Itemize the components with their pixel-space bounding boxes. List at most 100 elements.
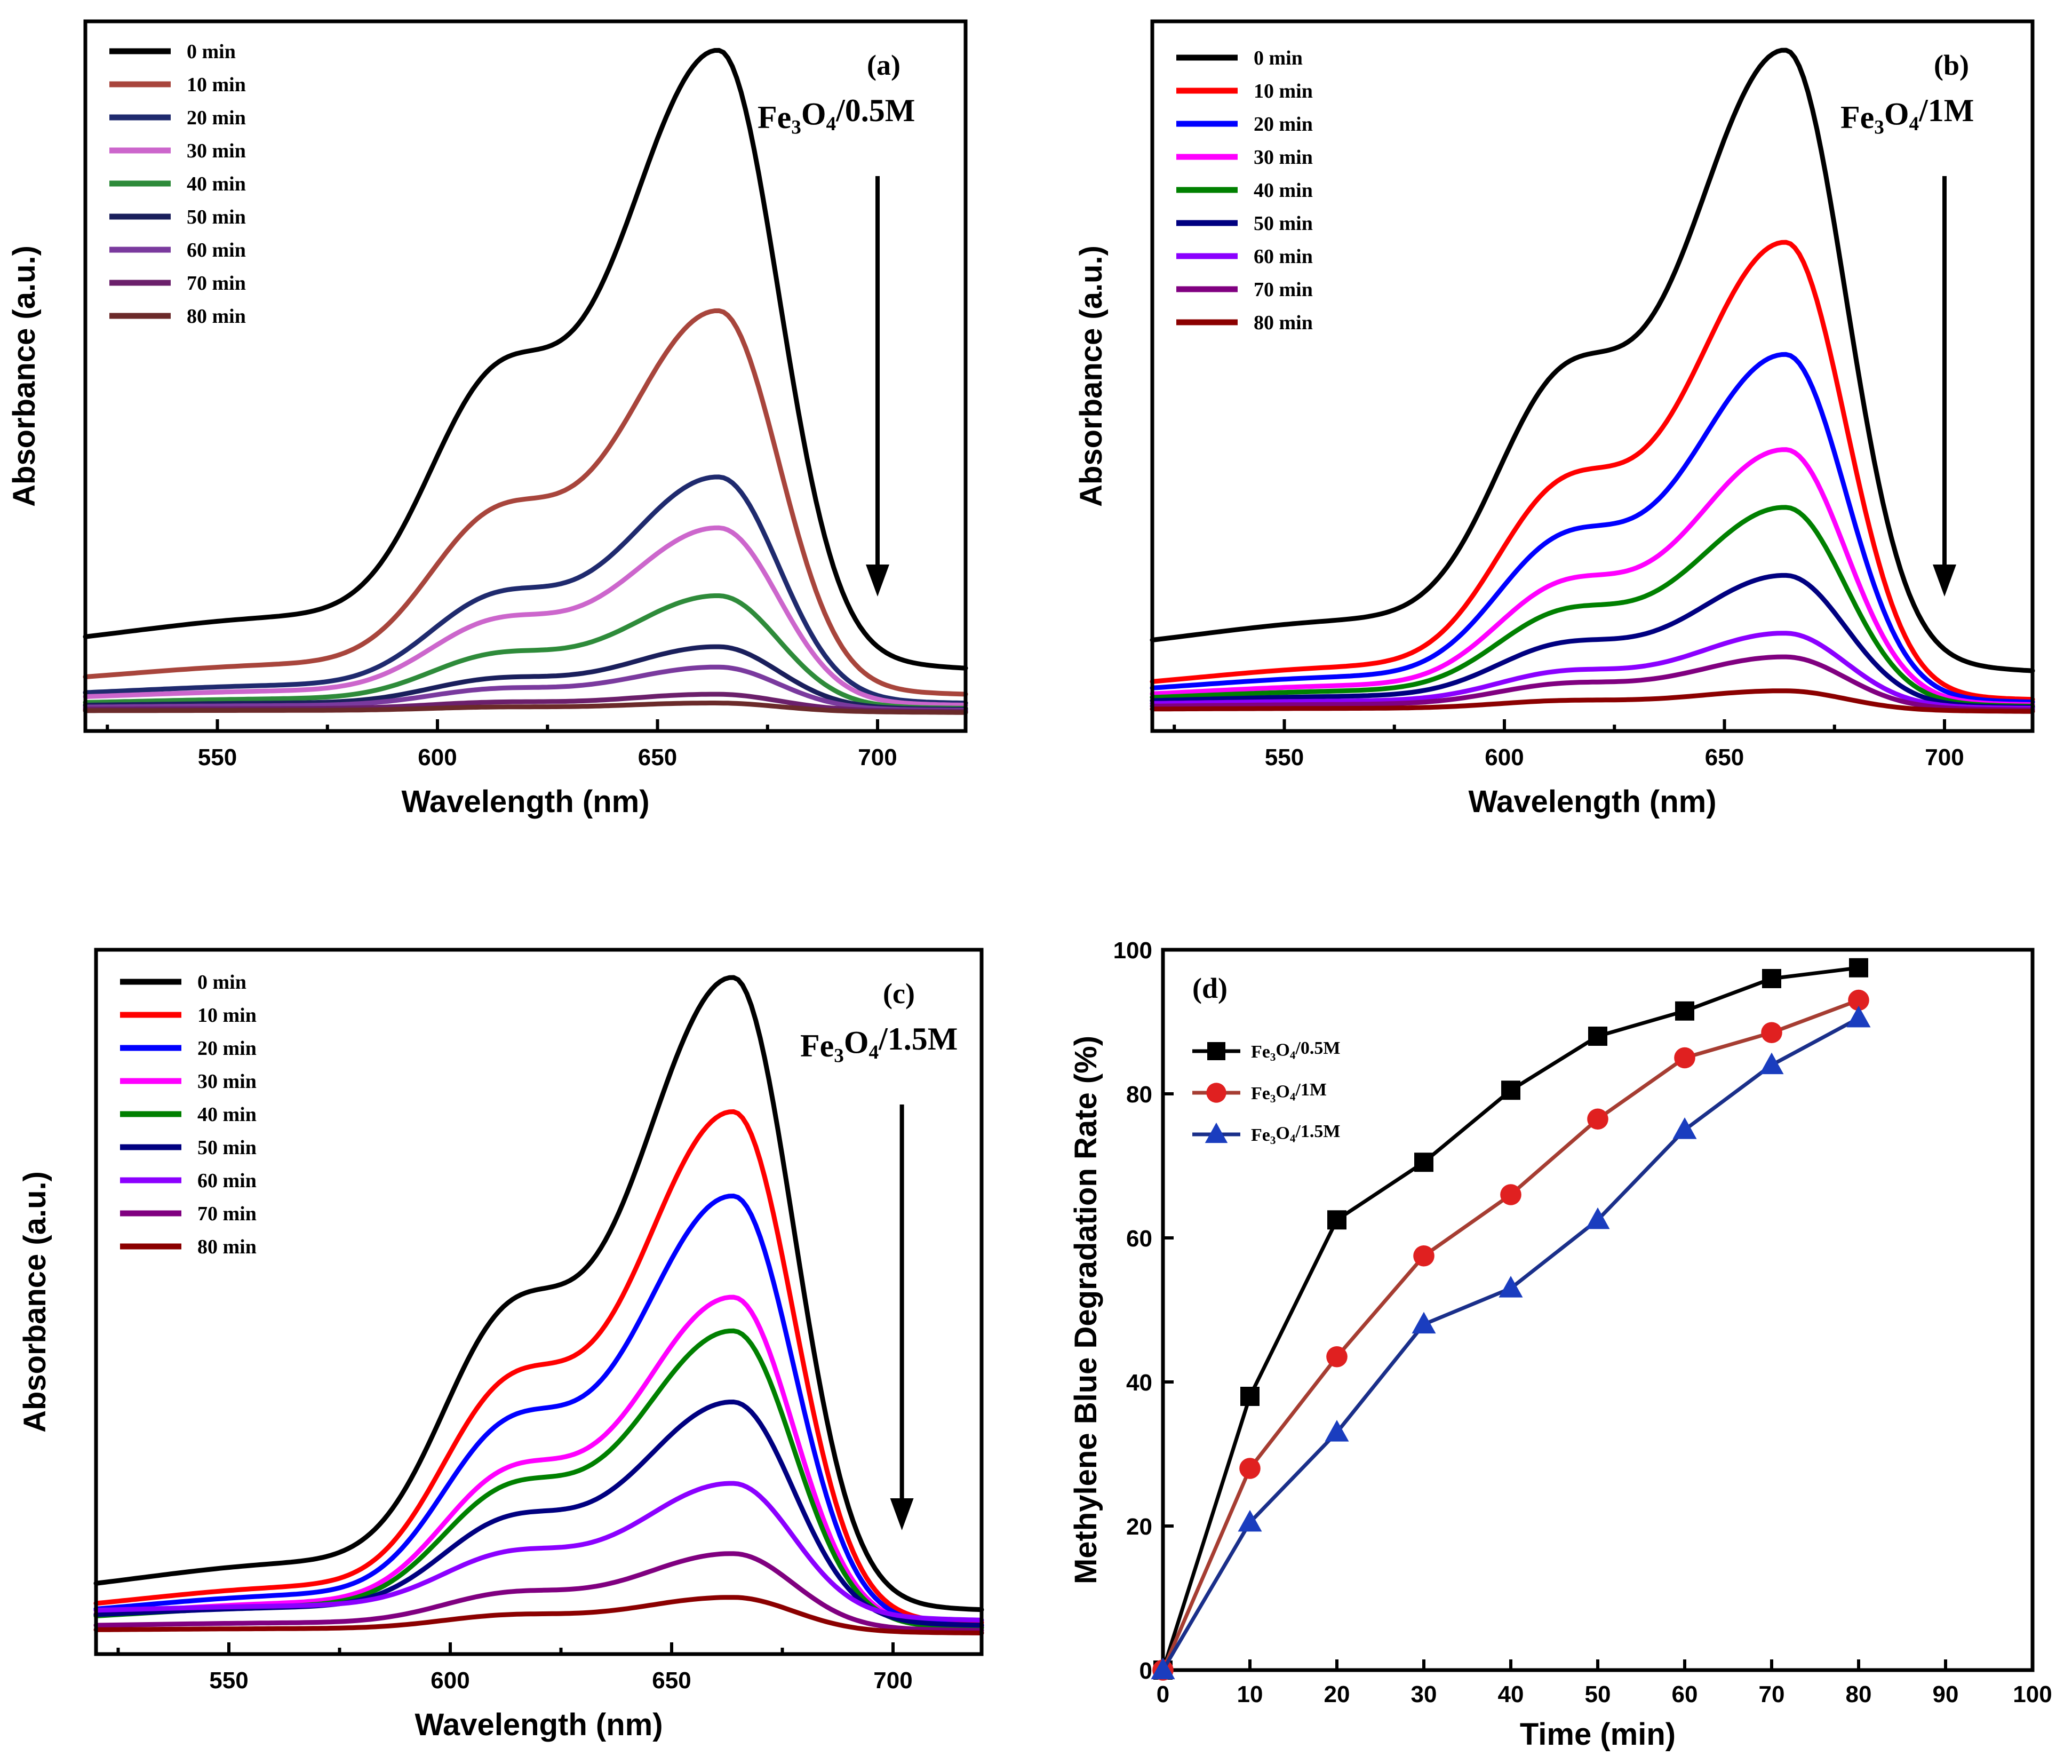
- legend-marker: [1206, 1083, 1226, 1103]
- decrease-arrowhead: [890, 1498, 914, 1530]
- x-tick-label: 650: [638, 744, 677, 770]
- legend-label: 30 min: [1254, 146, 1313, 169]
- legend-label: 80 min: [197, 1236, 257, 1258]
- series-line-70-min: [93, 1551, 984, 1633]
- series-line-20-min: [83, 474, 968, 706]
- data-point: [1585, 1207, 1610, 1229]
- y-tick-label: 0: [1139, 1658, 1152, 1684]
- series-line-60-min: [1150, 631, 2035, 711]
- legend: 0 min 10 min 20 min 30 min 40 min 50 min 60 mi…: [1176, 47, 1313, 334]
- legend-marker: [1207, 1042, 1225, 1060]
- legend-label: 10 min: [1254, 80, 1313, 102]
- series-line-10-min: [93, 1109, 984, 1625]
- x-tick-label: 550: [1265, 744, 1304, 770]
- legend-label: 20 min: [187, 107, 246, 129]
- data-point: [1846, 1005, 1871, 1028]
- legend-label: 0 min: [187, 41, 236, 63]
- panel-label: (c): [883, 978, 915, 1010]
- panel-c: 550 600 650 700 Wavelength (nm) Absorbance (a…: [18, 948, 984, 1742]
- series-line-60-min: [83, 664, 968, 713]
- legend-label: Fe3O4/1.5M: [1251, 1122, 1340, 1147]
- x-tick-label: 90: [1933, 1681, 1959, 1707]
- legend-marker: [1205, 1122, 1228, 1143]
- y-tick-label: 40: [1126, 1370, 1152, 1396]
- x-tick-label: 30: [1411, 1681, 1437, 1707]
- series-line-Fe3O4/1.5M: [1161, 1016, 1860, 1671]
- series-line-40-min: [1150, 505, 2035, 709]
- data-point: [1501, 1080, 1520, 1100]
- x-tick-label: 20: [1324, 1681, 1350, 1707]
- series-line-30-min: [1150, 447, 2035, 707]
- x-tick-label: 80: [1846, 1681, 1872, 1707]
- plot-frame: [83, 19, 968, 733]
- y-axis-label: Absorbance (a.u.): [18, 1171, 52, 1433]
- x-axis-label: Time (min): [1520, 1717, 1676, 1752]
- sample-annotation: Fe3O4/1.5M: [800, 1021, 958, 1067]
- panel-a: 550 600 650 700 Wavelength (nm) Absorbance (a…: [7, 19, 968, 819]
- legend-label: Fe3O4/0.5M: [1251, 1038, 1340, 1063]
- legend-label: 50 min: [187, 206, 246, 228]
- panel-d: 0 10 20 30 40 50 60 70 80 90 100 0 20 40 60 80 100 Time (…: [1069, 937, 2052, 1752]
- x-axis-label: Wavelength (nm): [1468, 784, 1716, 819]
- data-point: [1848, 989, 1869, 1011]
- series-line-20-min: [93, 1194, 984, 1628]
- data-point: [1325, 1420, 1349, 1442]
- x-axis-label: Wavelength (nm): [415, 1707, 663, 1742]
- legend-label: 70 min: [1254, 279, 1313, 301]
- panel-label: (a): [867, 49, 900, 81]
- legend-label: 20 min: [197, 1037, 257, 1060]
- series-line-40-min: [83, 593, 968, 711]
- series-line-70-min: [1150, 654, 2035, 712]
- y-tick-label: 60: [1126, 1226, 1152, 1252]
- series-line-Fe3O4/0.5M: [1161, 966, 1859, 1671]
- data-point: [1240, 1387, 1260, 1406]
- legend-label: 30 min: [197, 1070, 257, 1093]
- series-line-80-min: [1150, 688, 2035, 714]
- series-line-10-min: [83, 308, 968, 697]
- data-point: [1326, 1346, 1348, 1368]
- data-point: [1849, 958, 1868, 978]
- legend-label: 70 min: [187, 272, 246, 295]
- data-point: [1500, 1184, 1521, 1205]
- x-tick-label: 600: [431, 1667, 469, 1694]
- data-point: [1413, 1245, 1435, 1267]
- panel-label: (b): [1934, 49, 1969, 81]
- data-point: [1588, 1027, 1607, 1046]
- x-tick-label: 700: [1925, 744, 1964, 770]
- legend-label: 40 min: [197, 1103, 257, 1126]
- series-line-30-min: [83, 525, 968, 708]
- legend-label: 70 min: [197, 1203, 257, 1225]
- decrease-arrowhead: [1933, 565, 1956, 597]
- legend: 0 min 10 min 20 min 30 min 40 min 50 min 60 mi…: [109, 41, 246, 328]
- x-tick-label: 600: [1485, 744, 1524, 770]
- data-point: [1327, 1210, 1346, 1230]
- legend: Fe3O4/0.5M Fe3O4/1M Fe3O4/1.5M: [1192, 1038, 1340, 1147]
- data-point: [1762, 969, 1781, 988]
- x-tick-label: 550: [198, 744, 237, 770]
- data-point: [1587, 1108, 1608, 1130]
- legend-label: 0 min: [1254, 47, 1303, 69]
- legend-label: 60 min: [197, 1170, 257, 1192]
- data-point: [1412, 1312, 1436, 1334]
- x-tick-label: 700: [873, 1667, 912, 1694]
- legend-label: 30 min: [187, 140, 246, 162]
- x-tick-label: 650: [652, 1667, 691, 1694]
- series-line-60-min: [93, 1481, 984, 1623]
- y-tick-label: 100: [1113, 937, 1152, 964]
- data-point: [1414, 1153, 1433, 1172]
- legend-label: 10 min: [187, 74, 246, 96]
- x-tick-label: 550: [209, 1667, 248, 1694]
- series-line-80-min: [83, 701, 968, 715]
- legend-label: 60 min: [1254, 245, 1313, 268]
- series-line-0-min: [93, 975, 984, 1612]
- data-point: [1499, 1276, 1523, 1298]
- legend-label: 40 min: [187, 173, 246, 195]
- x-tick-label: 650: [1705, 744, 1744, 770]
- y-tick-label: 20: [1126, 1514, 1152, 1540]
- legend-label: 10 min: [197, 1004, 257, 1027]
- legend-label: 60 min: [187, 239, 246, 261]
- series-line-0-min: [83, 47, 968, 671]
- legend-label: 80 min: [187, 305, 246, 328]
- series-line-10-min: [1150, 240, 2035, 702]
- x-tick-label: 700: [858, 744, 897, 770]
